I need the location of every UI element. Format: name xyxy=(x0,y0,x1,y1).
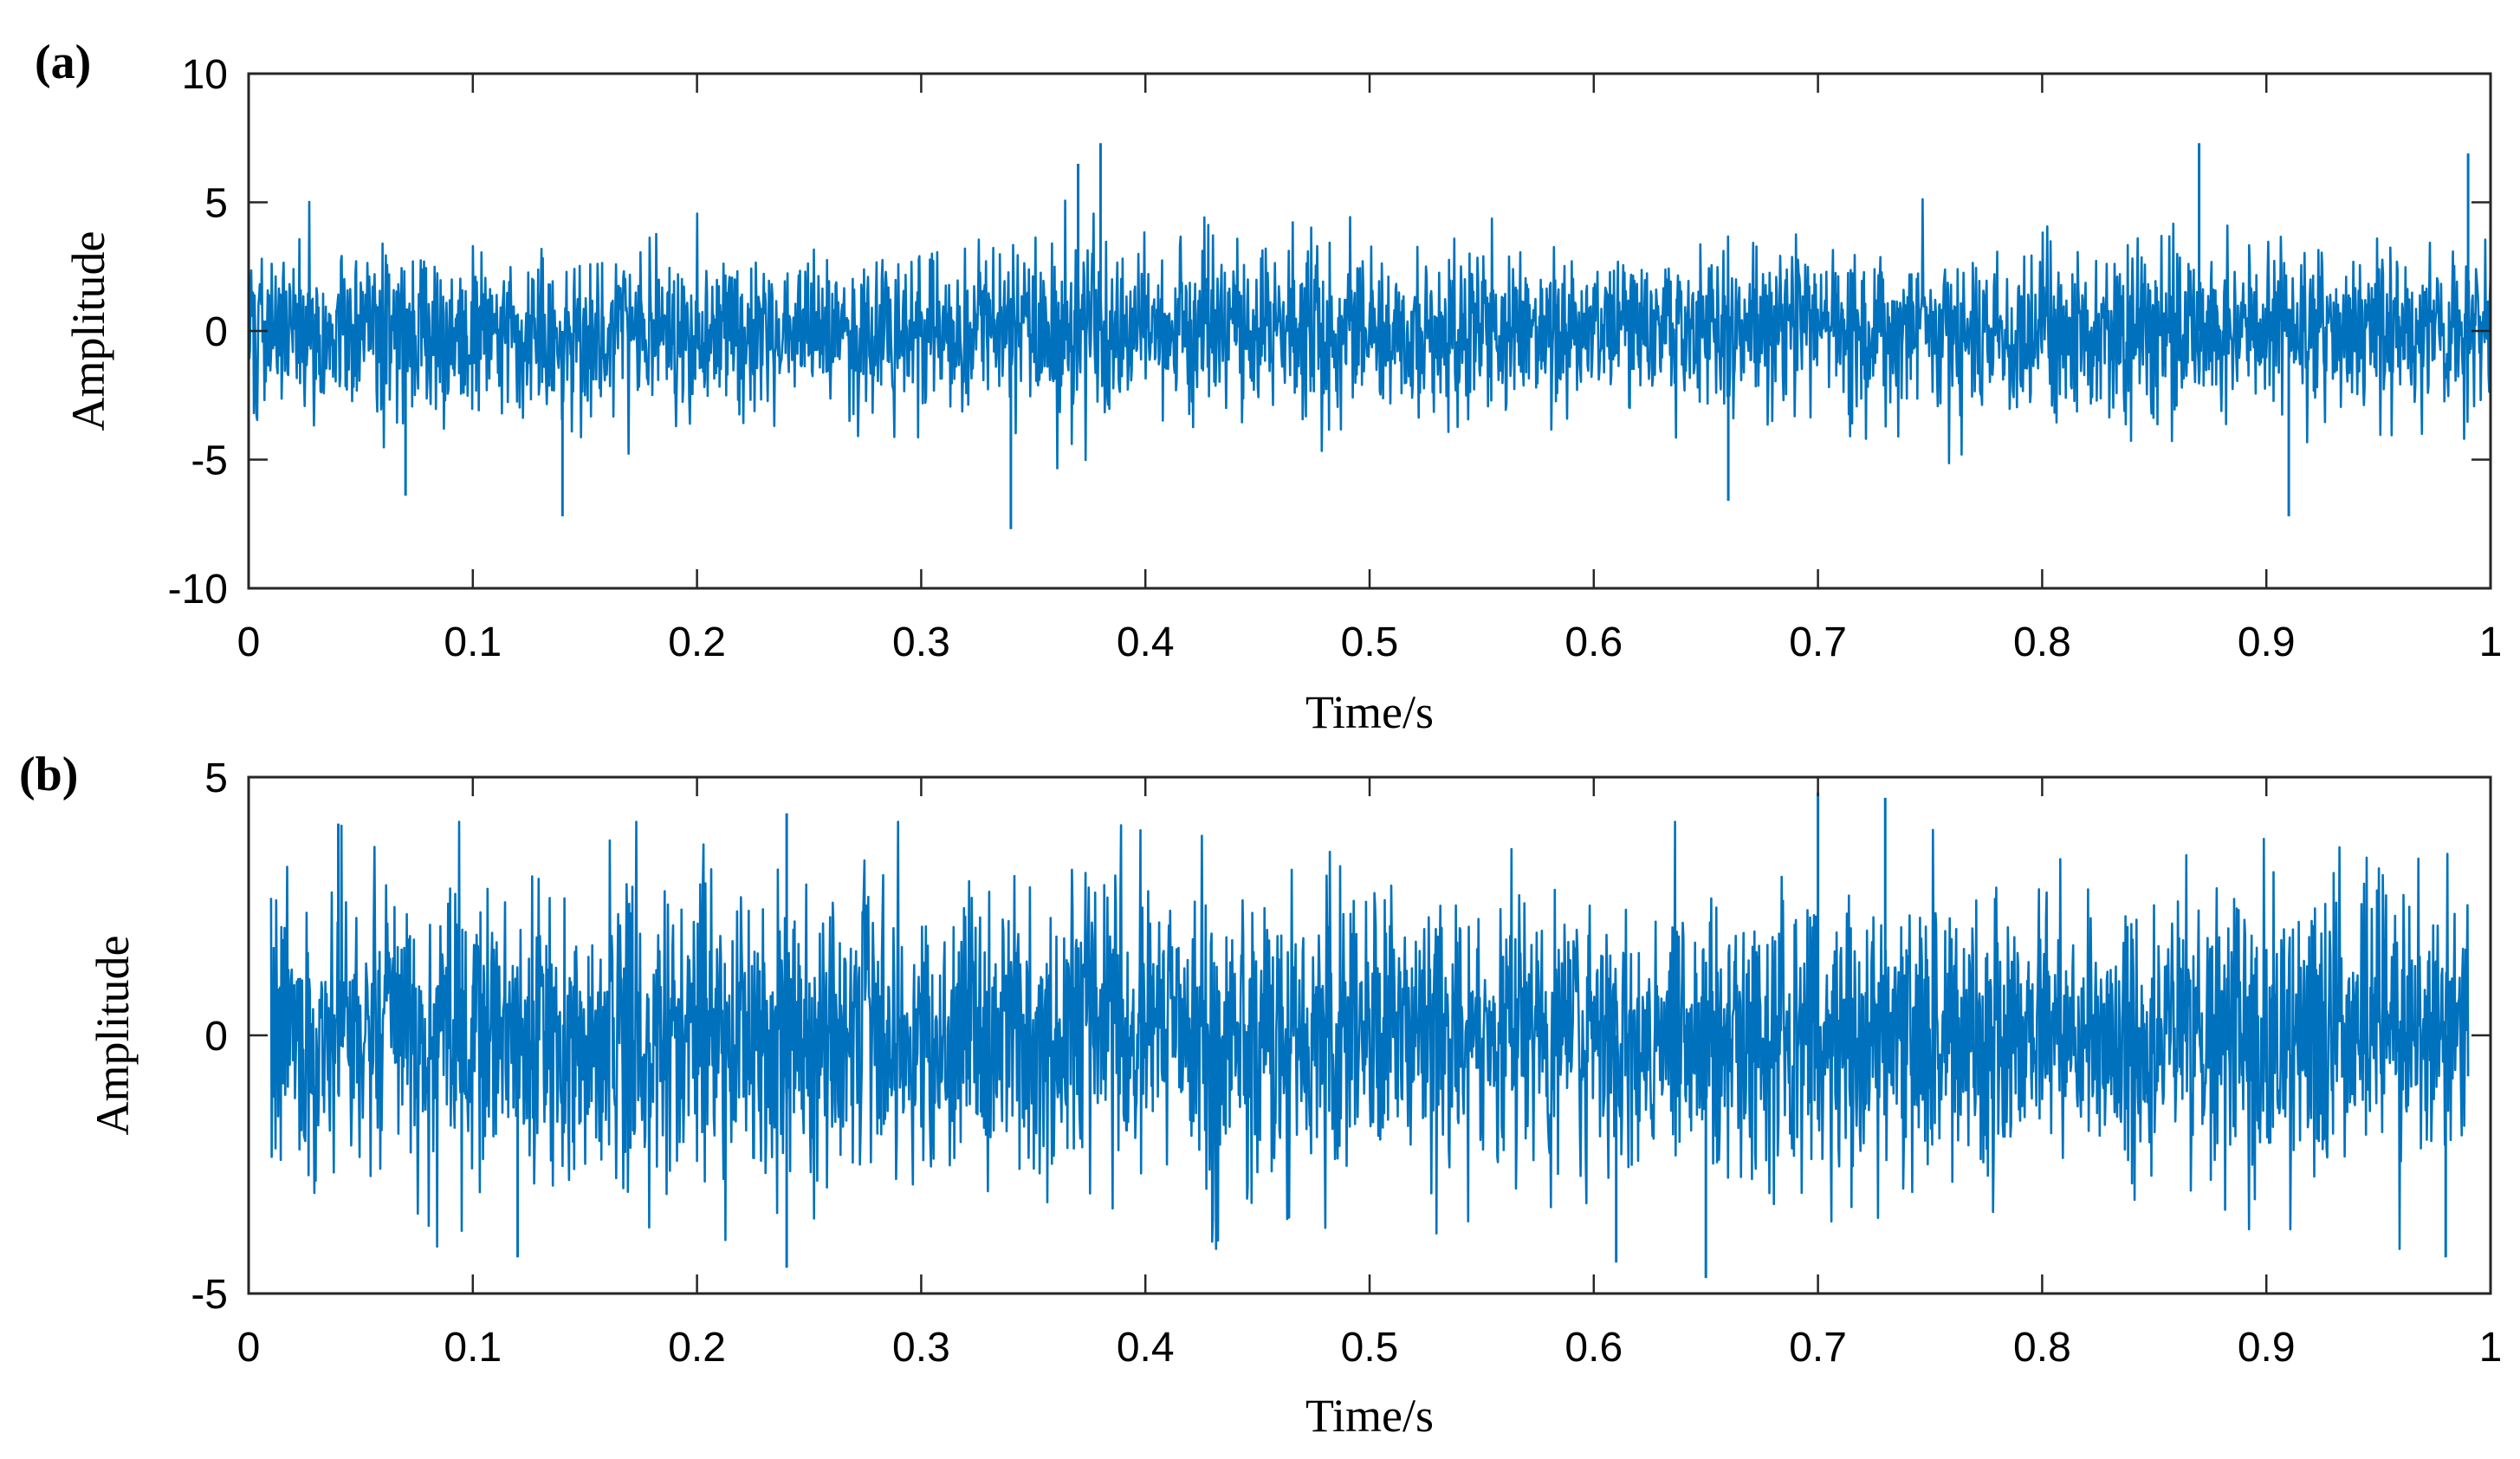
x-tick-label: 0.6 xyxy=(1564,619,1623,665)
x-axis-title: Time/s xyxy=(1305,1390,1434,1442)
y-tick-label: 0 xyxy=(204,309,228,355)
y-tick-label: 5 xyxy=(204,755,228,801)
x-tick-label: 0.7 xyxy=(1789,1325,1847,1371)
x-tick-label: 1 xyxy=(2479,619,2503,665)
panel-label: (b) xyxy=(19,748,78,801)
signal-series xyxy=(269,820,2470,1250)
y-tick-label: 0 xyxy=(204,1014,228,1060)
x-tick-label: 0.1 xyxy=(444,1325,502,1371)
x-tick-label: 0.3 xyxy=(892,619,950,665)
x-tick-label: 0.9 xyxy=(2238,1325,2296,1371)
x-tick-label: 0.2 xyxy=(668,1325,726,1371)
x-tick-label: 0.8 xyxy=(2013,619,2071,665)
x-tick-label: 0.5 xyxy=(1341,1325,1399,1371)
panel-label: (a) xyxy=(35,36,91,89)
x-tick-label: 0.4 xyxy=(1117,1325,1175,1371)
x-tick-label: 0.2 xyxy=(668,619,726,665)
y-axis-title: Amplitude xyxy=(87,936,139,1136)
x-tick-label: 0.9 xyxy=(2238,619,2296,665)
x-tick-label: 0 xyxy=(237,1325,261,1371)
y-tick-label: 10 xyxy=(182,52,228,98)
x-tick-label: 0.7 xyxy=(1789,619,1847,665)
y-tick-label: -5 xyxy=(191,1272,228,1318)
x-tick-label: 1 xyxy=(2479,1325,2503,1371)
x-tick-label: 0.1 xyxy=(444,619,502,665)
y-axis-title: Amplitude xyxy=(62,231,114,431)
chart-panel-a: 0 0.1 0.2 0.3 0.4 0.5 0.6 0.7 0.8 0.9 1 10 5 0 -5 -10 Ti… xyxy=(35,36,2502,738)
x-tick-label: 0.8 xyxy=(2013,1325,2071,1371)
x-tick-label: 0.3 xyxy=(892,1325,950,1371)
chart-panel-b: 0 0.1 0.2 0.3 0.4 0.5 0.6 0.7 0.8 0.9 150-5Time/sA… xyxy=(19,748,2502,1442)
x-axis-title: Time/s xyxy=(1305,686,1434,738)
x-tick-label: 0.6 xyxy=(1564,1325,1623,1371)
x-tick-label: 0.5 xyxy=(1341,619,1399,665)
y-tick-label: -5 xyxy=(191,438,228,484)
y-tick-label: -10 xyxy=(168,567,228,613)
signal-series xyxy=(249,198,2491,470)
x-tick-label: 0 xyxy=(237,619,261,665)
y-tick-label: 5 xyxy=(204,181,228,227)
x-tick-label: 0.4 xyxy=(1117,619,1175,665)
